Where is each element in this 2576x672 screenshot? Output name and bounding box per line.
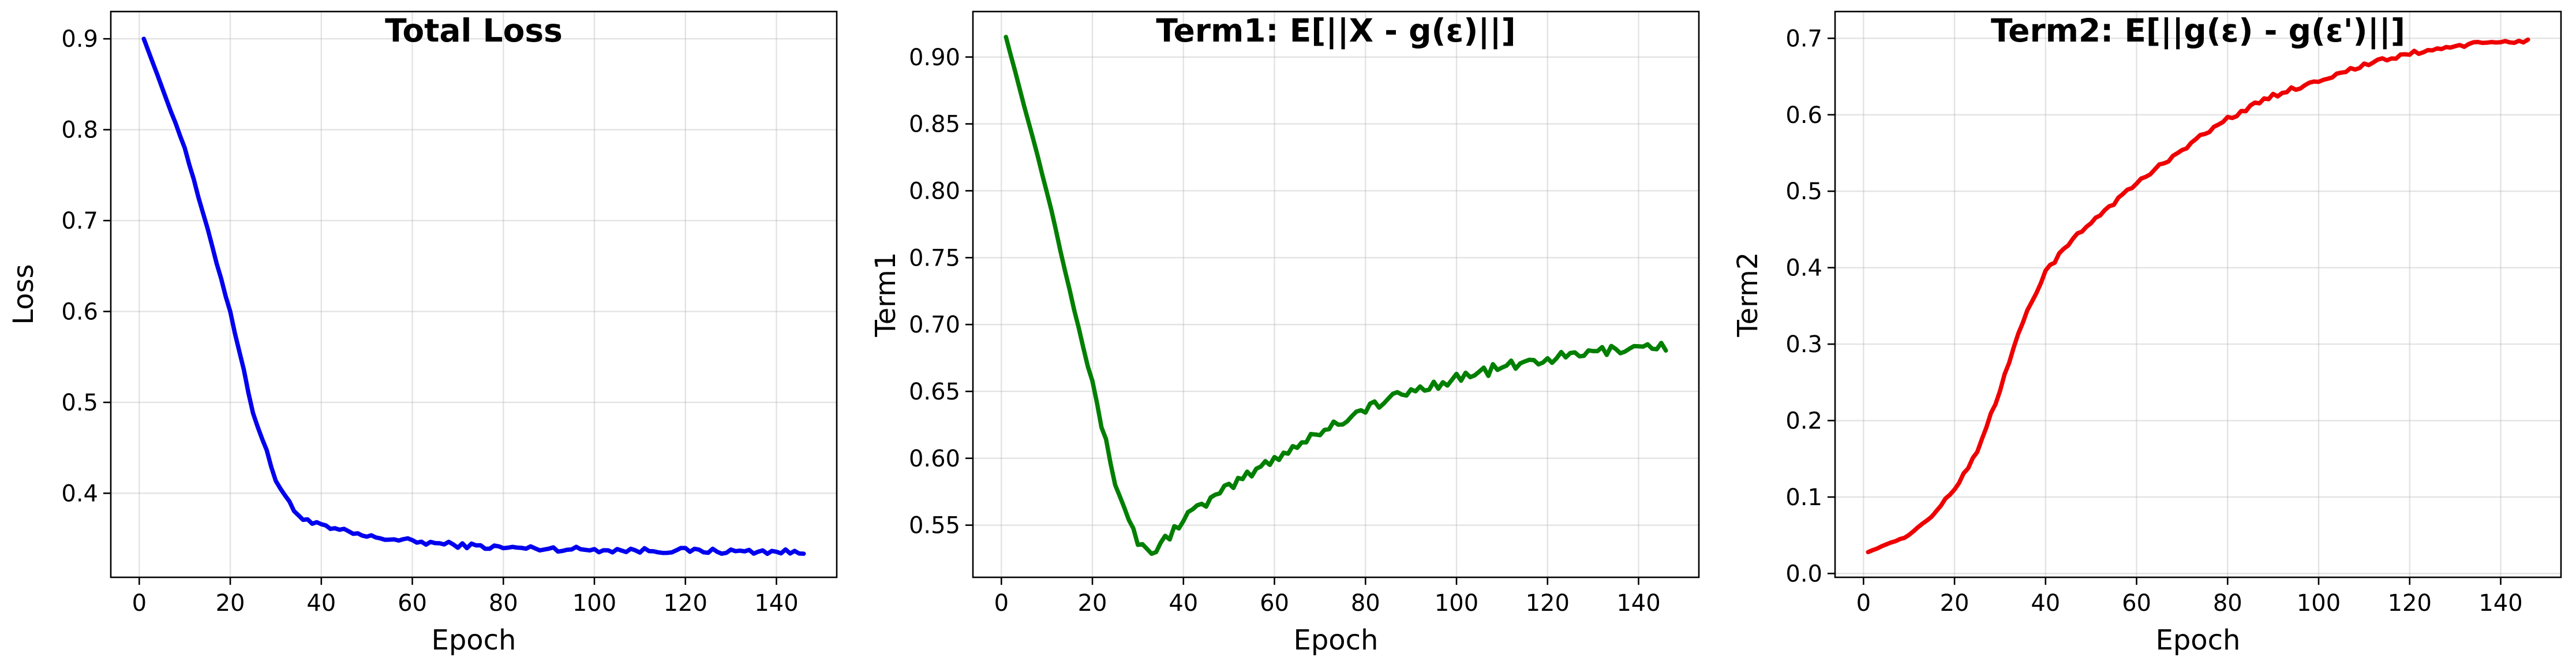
axes-frame bbox=[1834, 10, 2562, 578]
y-tick-label: 0.0 bbox=[1785, 561, 1822, 587]
x-tick-label: 140 bbox=[754, 590, 798, 617]
x-tick-label: 60 bbox=[398, 590, 427, 617]
y-tick-label: 0.60 bbox=[909, 446, 960, 472]
x-tick-label: 0 bbox=[132, 590, 147, 617]
y-tick-label: 0.70 bbox=[909, 312, 960, 338]
x-tick-label: 100 bbox=[1435, 590, 1478, 617]
x-tick-label: 140 bbox=[1616, 590, 1660, 617]
y-tick-label: 0.2 bbox=[1785, 408, 1822, 435]
x-tick-label: 100 bbox=[2297, 590, 2341, 617]
x-axis-label: Epoch bbox=[2156, 624, 2241, 656]
series-line-1 bbox=[141, 36, 806, 557]
x-tick-label: 60 bbox=[1260, 590, 1289, 617]
chart-panel-1: 0 20 40 60 80 100 120 140 0.4 0.5 0.6 0.7 0.8 0.9 Tota… bbox=[8, 10, 838, 656]
x-tick-label: 40 bbox=[306, 590, 336, 617]
y-tick-label: 0.55 bbox=[909, 513, 960, 539]
y-tick-label: 0.1 bbox=[1785, 484, 1822, 511]
chart-title: Total Loss bbox=[385, 12, 563, 49]
chart-panel-3: 0 20 40 60 80 100 120 140 0.0 0.1 0.2 0.3 0.4 0.5 0.6 0… bbox=[1732, 10, 2562, 656]
x-tick-label: 100 bbox=[572, 590, 616, 617]
x-tick-label: 40 bbox=[2031, 590, 2060, 617]
y-tick-label: 0.80 bbox=[909, 178, 960, 204]
y-tick-label: 0.3 bbox=[1785, 331, 1822, 358]
axes-frame bbox=[110, 10, 838, 578]
x-tick-label: 20 bbox=[1078, 590, 1107, 617]
y-tick-label: 0.8 bbox=[61, 117, 98, 144]
y-tick-label: 0.5 bbox=[1785, 178, 1822, 205]
x-tick-label: 120 bbox=[1526, 590, 1570, 617]
series-line-2 bbox=[1004, 35, 1668, 556]
x-tick-label: 0 bbox=[994, 590, 1009, 617]
y-tick-label: 0.6 bbox=[1785, 102, 1822, 129]
axes-frame bbox=[972, 10, 1700, 578]
y-tick-label: 0.7 bbox=[1785, 25, 1822, 52]
x-tick-label: 20 bbox=[1940, 590, 1970, 617]
y-tick-label: 0.75 bbox=[909, 245, 960, 271]
y-axis-label: Term2 bbox=[1732, 252, 1764, 338]
x-tick-label: 80 bbox=[2213, 590, 2242, 617]
y-tick-label: 0.7 bbox=[61, 208, 98, 234]
x-tick-label: 140 bbox=[2478, 590, 2522, 617]
chart-title: Term2: E[||g(ε) - g(ε')||] bbox=[1991, 12, 2405, 50]
chart-panel-2: 0 20 40 60 80 100 120 140 0.55 0.60 0.65 0.70 0.75 0.… bbox=[870, 10, 1700, 656]
y-tick-label: 0.4 bbox=[1785, 255, 1822, 282]
y-tick-label: 0.5 bbox=[61, 390, 98, 416]
x-tick-label: 40 bbox=[1169, 590, 1198, 617]
x-tick-label: 80 bbox=[1351, 590, 1380, 617]
x-tick-label: 120 bbox=[664, 590, 707, 617]
x-tick-label: 60 bbox=[2122, 590, 2151, 617]
x-tick-label: 80 bbox=[489, 590, 518, 617]
x-tick-label: 120 bbox=[2388, 590, 2432, 617]
y-tick-label: 0.65 bbox=[909, 379, 960, 405]
y-tick-label: 0.85 bbox=[909, 111, 960, 138]
y-tick-label: 0.90 bbox=[909, 44, 960, 71]
x-axis-label: Epoch bbox=[1294, 624, 1379, 656]
y-tick-label: 0.6 bbox=[61, 299, 98, 326]
y-tick-label: 0.4 bbox=[61, 480, 98, 507]
y-axis-label: Term1 bbox=[870, 252, 902, 338]
x-tick-label: 0 bbox=[1856, 590, 1871, 617]
y-tick-label: 0.9 bbox=[61, 26, 98, 53]
series-line-3 bbox=[1866, 37, 2530, 555]
y-axis-label: Loss bbox=[8, 264, 40, 324]
x-axis-label: Epoch bbox=[432, 624, 516, 656]
x-tick-label: 20 bbox=[216, 590, 245, 617]
chart-title: Term1: E[||X - g(ε)||] bbox=[1156, 12, 1515, 50]
